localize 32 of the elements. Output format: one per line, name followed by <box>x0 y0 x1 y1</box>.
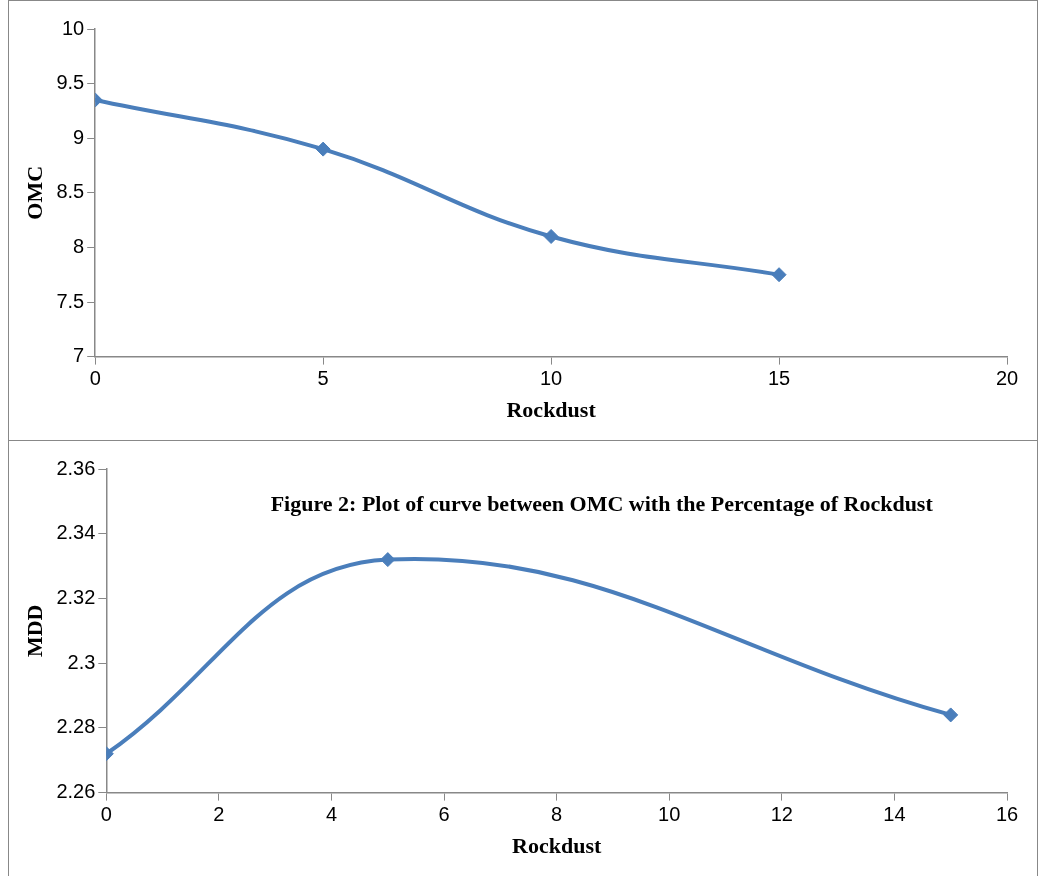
y-tick-label: 9.5 <box>56 71 85 94</box>
x-tick-label: 16 <box>995 803 1019 826</box>
y-tick-label: 7.5 <box>56 289 85 312</box>
x-tick-label: 5 <box>317 367 329 390</box>
x-tick-label: 10 <box>539 367 563 390</box>
y-tick-label: 7 <box>73 344 85 367</box>
y-tick-label: 8.5 <box>56 180 85 203</box>
y-axis-title: OMC <box>21 165 47 220</box>
y-tick-label: 2.26 <box>56 780 96 803</box>
y-tick-label: 9 <box>73 125 85 148</box>
y-tick-label: 2.32 <box>56 585 96 608</box>
y-tick-label: 2.28 <box>56 715 96 738</box>
x-tick-label: 2 <box>213 803 225 826</box>
x-tick-label: 8 <box>551 803 563 826</box>
x-tick-label: 6 <box>438 803 450 826</box>
x-axis-title: Rockdust <box>506 397 597 423</box>
y-tick-label: 2.34 <box>56 521 96 544</box>
y-tick-label: 10 <box>61 16 85 39</box>
y-axis-title: MDD <box>21 604 47 658</box>
y-tick-label: 8 <box>73 234 85 257</box>
x-tick-label: 14 <box>883 803 906 826</box>
x-tick-label: 0 <box>100 803 112 826</box>
x-tick-label: 10 <box>658 803 681 826</box>
x-axis-title: Rockdust <box>512 833 602 859</box>
x-tick-label: 0 <box>89 367 101 390</box>
y-tick-label: 2.36 <box>56 456 96 479</box>
x-tick-label: 4 <box>325 803 338 826</box>
x-tick-label: 20 <box>995 367 1019 390</box>
y-tick-label: 2.3 <box>67 650 96 673</box>
annotation: Figure 2: Plot of curve between OMC with the Percentage of Rockdust <box>270 490 934 516</box>
x-tick-label: 15 <box>767 367 791 390</box>
x-tick-label: 12 <box>770 803 793 826</box>
